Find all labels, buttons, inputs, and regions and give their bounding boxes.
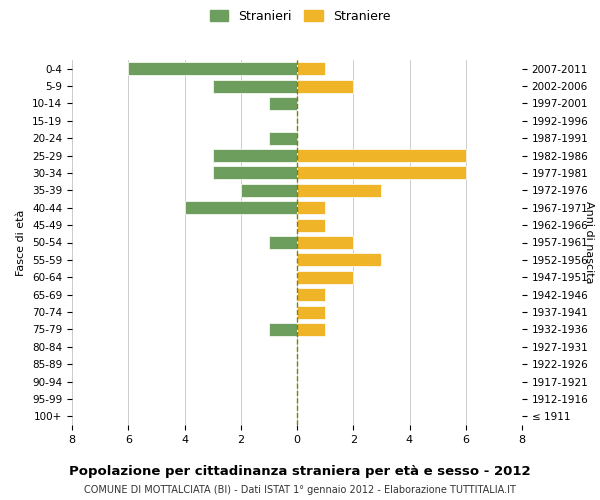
Bar (212, 80, 297, 92)
Bar (297, 288, 325, 301)
Y-axis label: Anni di nascita: Anni di nascita (584, 201, 594, 284)
Bar (297, 80, 353, 92)
Bar (297, 218, 325, 232)
Text: COMUNE DI MOTTALCIATA (BI) - Dati ISTAT 1° gennaio 2012 - Elaborazione TUTTITALI: COMUNE DI MOTTALCIATA (BI) - Dati ISTAT … (84, 485, 516, 495)
Bar (241, 184, 297, 197)
Bar (297, 270, 353, 284)
Bar (212, 166, 297, 179)
Bar (269, 323, 297, 336)
Bar (297, 62, 325, 75)
Bar (297, 184, 382, 197)
Bar (128, 62, 297, 75)
Text: Popolazione per cittadinanza straniera per età e sesso - 2012: Popolazione per cittadinanza straniera p… (69, 465, 531, 478)
Y-axis label: Fasce di età: Fasce di età (16, 210, 26, 276)
Bar (269, 132, 297, 144)
Bar (212, 149, 297, 162)
Bar (297, 201, 325, 214)
Bar (185, 201, 297, 214)
Legend: Stranieri, Straniere: Stranieri, Straniere (206, 6, 394, 26)
Bar (297, 254, 382, 266)
Bar (297, 149, 466, 162)
Bar (269, 236, 297, 249)
Bar (269, 97, 297, 110)
Bar (297, 166, 466, 179)
Bar (297, 323, 325, 336)
Bar (297, 236, 353, 249)
Bar (297, 306, 325, 318)
